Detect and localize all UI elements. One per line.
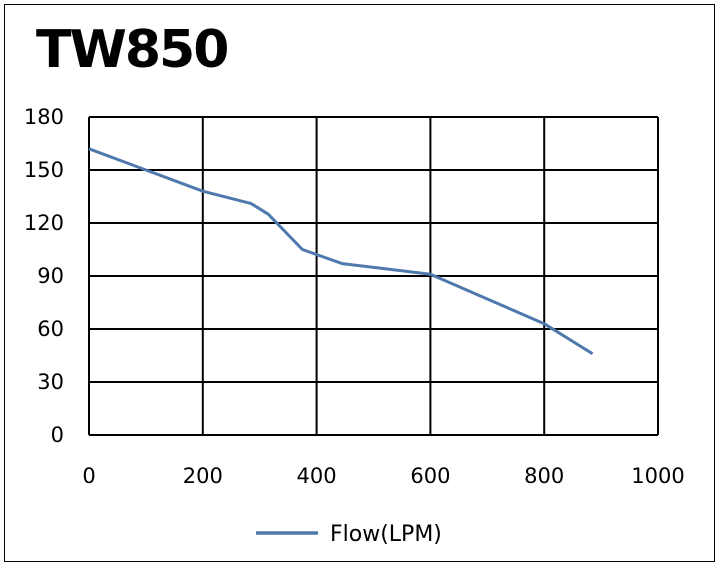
x-tick-label-4: 800: [524, 464, 564, 488]
x-axis-ticks: 0 200 400 600 800 1000: [82, 464, 684, 488]
grid: [88, 116, 659, 436]
y-tick-label-5: 150: [24, 158, 64, 182]
y-axis-ticks: 0 30 60 90 120 150 180: [24, 105, 64, 447]
y-tick-label-4: 120: [24, 211, 64, 235]
series-layer: [88, 147, 594, 356]
y-tick-label-6: 180: [24, 105, 64, 129]
legend-label-0: Flow(LPM): [330, 522, 442, 547]
x-tick-label-0: 0: [82, 464, 95, 488]
chart-title: TW850: [36, 20, 229, 80]
y-tick-label-2: 60: [37, 317, 64, 341]
series-line-0: [88, 147, 594, 356]
x-tick-label-3: 600: [410, 464, 450, 488]
x-tick-label-1: 200: [183, 464, 223, 488]
y-tick-label-0: 0: [51, 423, 64, 447]
y-tick-label-3: 90: [37, 264, 64, 288]
x-tick-label-5: 1000: [631, 464, 684, 488]
x-tick-label-2: 400: [297, 464, 337, 488]
legend: Flow(LPM): [256, 522, 442, 547]
y-tick-label-1: 30: [37, 370, 64, 394]
chart-frame: [4, 4, 715, 562]
